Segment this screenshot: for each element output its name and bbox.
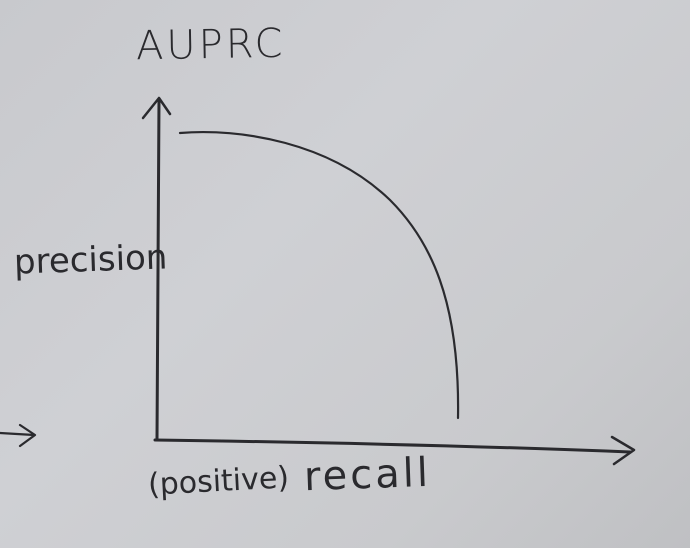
y-axis-arrowhead: [141, 96, 172, 120]
x-axis: [153, 438, 632, 454]
precision-recall-curve: [178, 130, 460, 420]
y-axis-label: precision: [13, 237, 169, 283]
x-axis-qualifier: (positive): [147, 460, 290, 503]
diagram-title: AUPRC: [135, 20, 286, 70]
x-axis-arrowhead: [610, 435, 636, 466]
x-axis-label: recall: [303, 449, 432, 501]
y-axis: [155, 98, 161, 442]
left-edge-arrow: [0, 423, 37, 448]
